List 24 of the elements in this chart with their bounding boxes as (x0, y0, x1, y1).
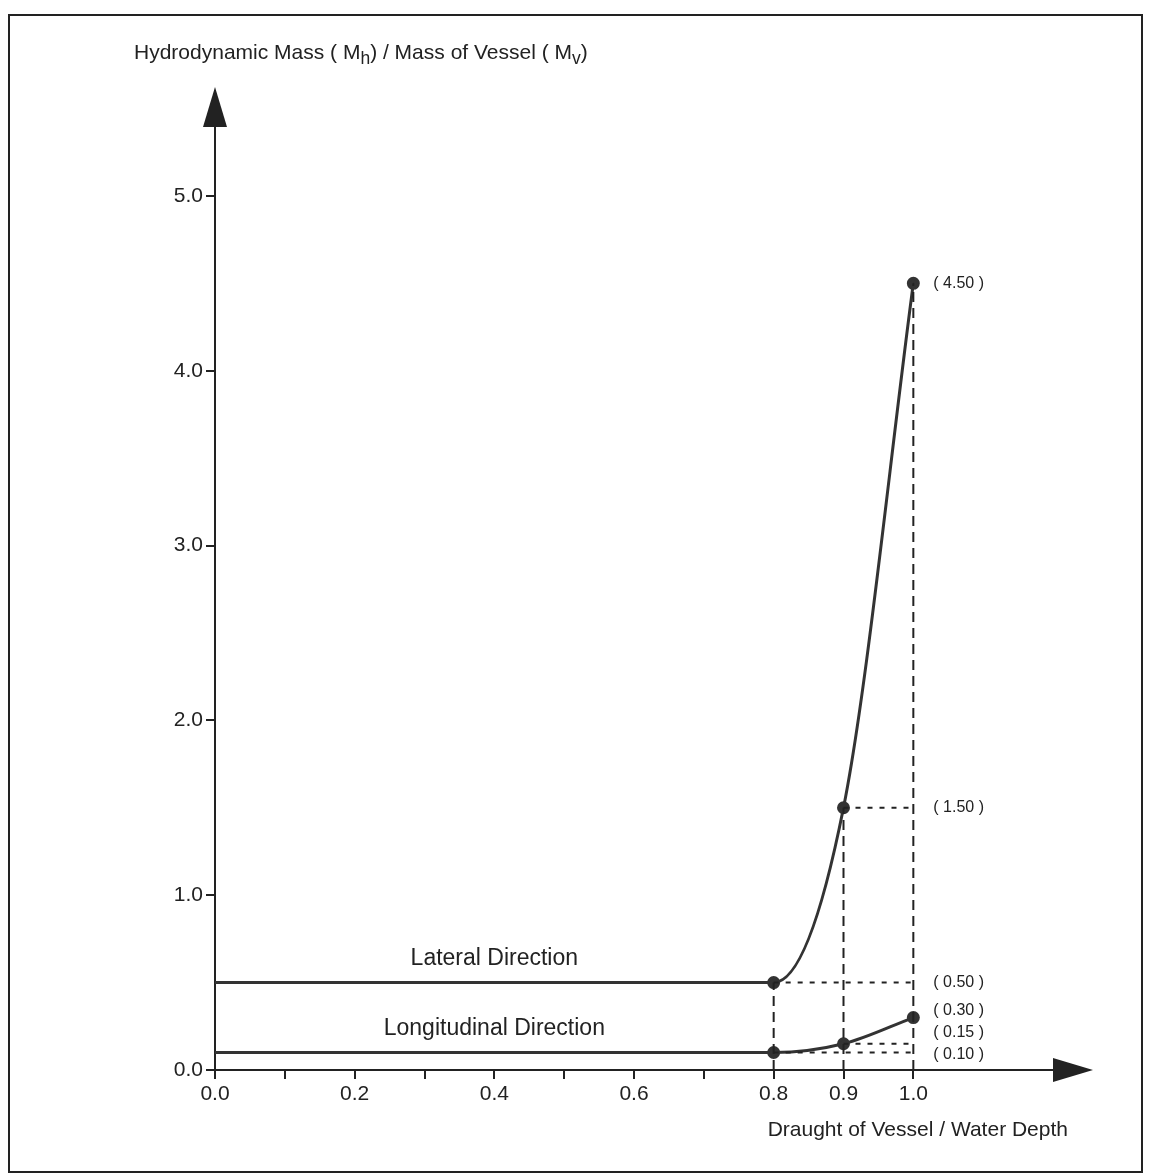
y-tick-label: 1.0 (173, 881, 203, 905)
x-tick-label: 0.9 (828, 1081, 859, 1105)
data-label: ( 1.50 ) (933, 798, 985, 816)
x-tick-label: 1.0 (898, 1081, 928, 1105)
x-tick-label: 0.4 (479, 1081, 510, 1105)
y-axis-title: Hydrodynamic Mass ( M$_{h}$) / Mass of Vessel ( M$_{v}$) (134, 40, 588, 70)
y-tick-label: 2.0 (173, 707, 203, 731)
series-label: Lateral Direction (410, 944, 579, 971)
x-tick-label: 0.2 (340, 1081, 370, 1105)
y-tick-label: 5.0 (173, 182, 203, 206)
series-label: Longitudinal Direction (383, 1014, 605, 1041)
data-label: ( 0.50 ) (933, 973, 985, 990)
x-tick-label: 0.6 (619, 1081, 649, 1105)
x-axis-title: Draught of Vessel / Water Depth (767, 1117, 1068, 1141)
data-label: ( 4.50 ) (933, 273, 985, 291)
x-tick-label: 0.8 (759, 1081, 789, 1105)
data-label: ( 0.15 ) (933, 1022, 985, 1040)
y-tick-label: 0.0 (173, 1056, 203, 1080)
point (906, 276, 920, 290)
y-tick-label: 3.0 (173, 532, 203, 556)
x-tick-label: 0.0 (200, 1081, 230, 1105)
data-label: ( 0.30 ) (933, 1000, 985, 1018)
y-tick-label: 4.0 (173, 357, 203, 381)
data-label: ( 0.10 ) (933, 1044, 985, 1062)
